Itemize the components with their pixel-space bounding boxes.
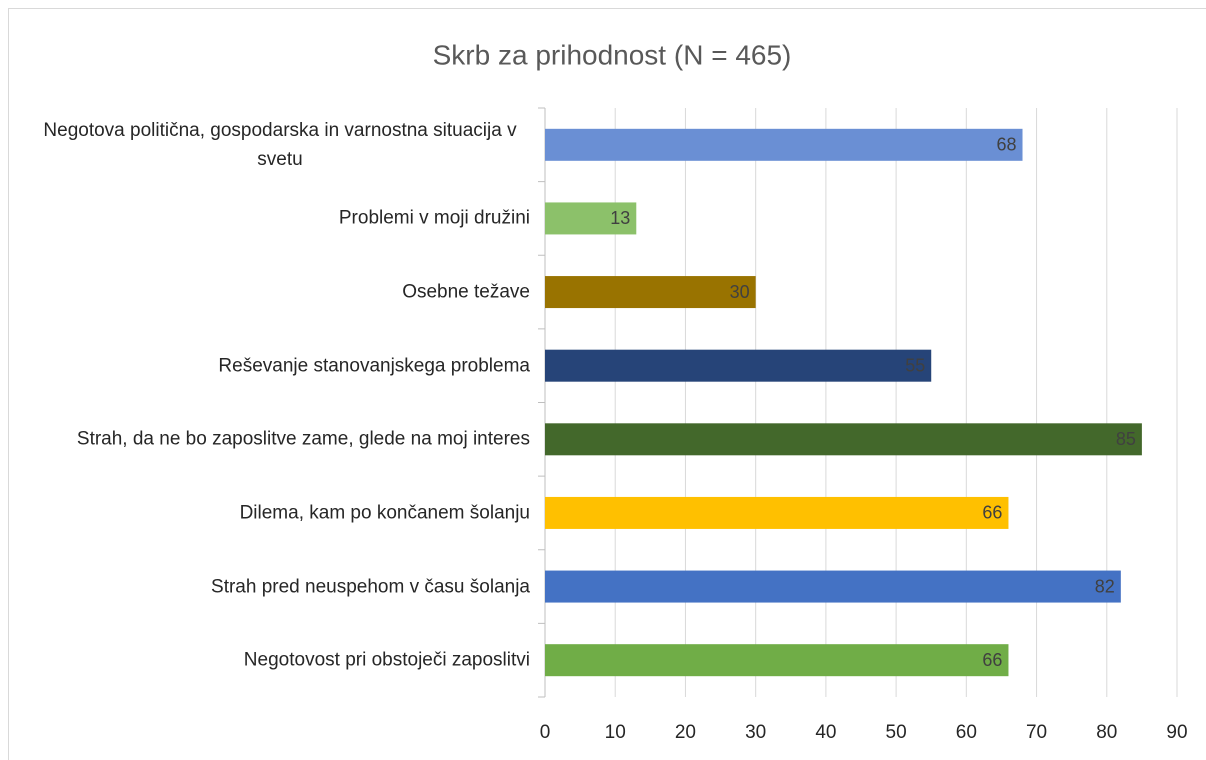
chart-title: Skrb za prihodnost (N = 465) [433,39,792,70]
x-tick-label: 0 [540,722,551,743]
y-tick-label: Strah pred neuspehom v času šolanja [211,576,530,598]
data-label: 55 [905,355,925,375]
x-tick-label: 50 [886,722,907,743]
bar [545,423,1142,456]
chart-border [8,8,1206,760]
y-tick-label: Problemi v moji družini [338,207,530,229]
data-label: 13 [610,208,630,228]
bar [545,276,756,309]
y-tick-label: Reševanje stanovanjskega problema [218,355,530,377]
x-tick-label: 30 [745,722,766,743]
data-label: 82 [1095,576,1115,596]
data-label: 30 [730,282,750,302]
x-tick-label: 10 [605,722,626,743]
data-label: 85 [1116,429,1136,449]
bar [545,570,1121,603]
y-tick-label: Negotova politična, gospodarska in varno… [43,119,517,170]
x-tick-label: 90 [1166,722,1187,743]
bar [545,202,637,235]
y-tick-label: Negotovost pri obstoječi zaposlitvi [243,649,530,671]
data-label: 66 [982,503,1002,523]
bar [545,349,932,382]
bar [545,128,1023,161]
y-tick-label: Dilema, kam po končanem šolanju [239,502,530,524]
bar [545,644,1009,677]
y-tick-label: Strah, da ne bo zaposlitve zame, glede n… [76,428,530,450]
x-tick-label: 60 [956,722,977,743]
x-tick-label: 70 [1026,722,1047,743]
x-tick-label: 20 [675,722,696,743]
y-tick-label: Osebne težave [402,281,530,303]
x-tick-label: 80 [1096,722,1117,743]
data-label: 68 [996,135,1016,155]
x-tick-label: 40 [815,722,836,743]
bar [545,496,1009,529]
data-label: 66 [982,650,1002,670]
